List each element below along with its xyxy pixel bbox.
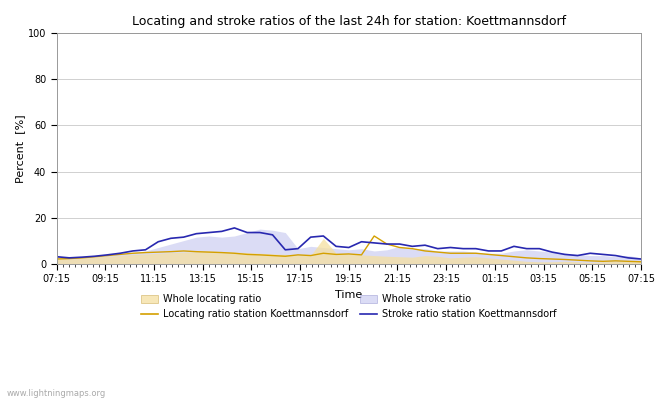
Legend: Whole locating ratio, Locating ratio station Koettmannsdorf, Whole stroke ratio,: Whole locating ratio, Locating ratio sta… bbox=[137, 291, 561, 323]
Y-axis label: Percent  [%]: Percent [%] bbox=[15, 114, 25, 183]
Title: Locating and stroke ratios of the last 24h for station: Koettmannsdorf: Locating and stroke ratios of the last 2… bbox=[132, 15, 566, 28]
X-axis label: Time: Time bbox=[335, 290, 362, 300]
Text: www.lightningmaps.org: www.lightningmaps.org bbox=[7, 389, 106, 398]
